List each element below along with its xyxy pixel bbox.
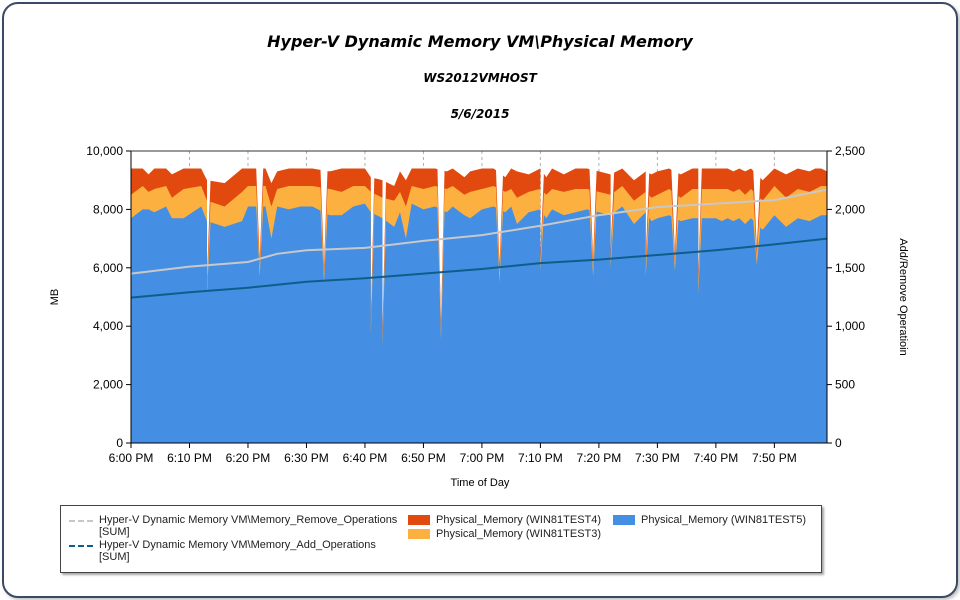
x-tick-label: 7:10 PM: [518, 451, 563, 465]
legend-label: Hyper-V Dynamic Memory VM\Memory_Remove_…: [99, 514, 398, 538]
line-remove-operations: [130, 188, 828, 275]
x-tick-label: 7:50 PM: [752, 451, 797, 465]
legend-item-win81test3: Physical_Memory (WIN81TEST3): [408, 528, 601, 540]
y-axis-label: MB: [49, 289, 61, 306]
y-tick-label: 8,000: [93, 202, 123, 216]
x-tick-label: 6:00 PM: [109, 451, 154, 465]
legend-label: Physical_Memory (WIN81TEST5): [641, 514, 807, 526]
y2-axis-label: Add/Remove Operatioin: [897, 238, 909, 355]
legend: Hyper-V Dynamic Memory VM\Memory_Remove_…: [60, 505, 822, 573]
legend-item-remove-ops: Hyper-V Dynamic Memory VM\Memory_Remove_…: [61, 514, 397, 538]
dashed-line-icon: [69, 520, 93, 522]
legend-label: Hyper-V Dynamic Memory VM\Memory_Add_Ope…: [99, 539, 376, 563]
legend-item-win81test5: Physical_Memory (WIN81TEST5): [613, 514, 806, 526]
chart-title: Hyper-V Dynamic Memory VM\Physical Memor…: [267, 32, 693, 51]
x-tick-label: 7:00 PM: [460, 451, 505, 465]
x-tick-label: 6:20 PM: [226, 451, 271, 465]
y2-tick-label: 2,500: [835, 144, 865, 158]
y2-tick-label: 2,000: [835, 202, 865, 216]
x-tick-label: 6:10 PM: [167, 451, 212, 465]
legend-label: Physical_Memory (WIN81TEST4): [436, 514, 602, 526]
color-swatch-icon: [408, 515, 430, 525]
legend-item-add-ops: Hyper-V Dynamic Memory VM\Memory_Add_Ope…: [61, 539, 376, 563]
x-tick-label: 6:40 PM: [343, 451, 388, 465]
line-add-operations: [130, 237, 828, 299]
chart-date: 5/6/2015: [450, 107, 510, 121]
y2-tick-label: 1,000: [835, 319, 865, 333]
y2-tick-label: 500: [835, 378, 855, 392]
color-swatch-icon: [408, 529, 430, 539]
x-tick-label: 6:30 PM: [284, 451, 329, 465]
color-swatch-icon: [613, 515, 635, 525]
y-tick-label: 2,000: [93, 378, 123, 392]
x-tick-label: 7:40 PM: [694, 451, 739, 465]
y-tick-label: 10,000: [86, 144, 123, 158]
x-axis-label: Time of Day: [451, 477, 510, 489]
x-tick-label: 6:50 PM: [401, 451, 446, 465]
legend-label: Physical_Memory (WIN81TEST3): [436, 528, 602, 540]
dashed-line-icon: [69, 545, 93, 547]
y-tick-label: 6,000: [93, 261, 123, 275]
area-win81test5: [131, 203, 827, 443]
legend-item-win81test4: Physical_Memory (WIN81TEST4): [408, 514, 601, 526]
y-tick-label: 0: [116, 436, 123, 450]
chart-subtitle: WS2012VMHOST: [423, 71, 537, 85]
x-tick-label: 7:20 PM: [577, 451, 622, 465]
y2-tick-label: 0: [835, 436, 842, 450]
x-tick-label: 7:30 PM: [635, 451, 680, 465]
y2-tick-label: 1,500: [835, 261, 865, 275]
y-tick-label: 4,000: [93, 319, 123, 333]
